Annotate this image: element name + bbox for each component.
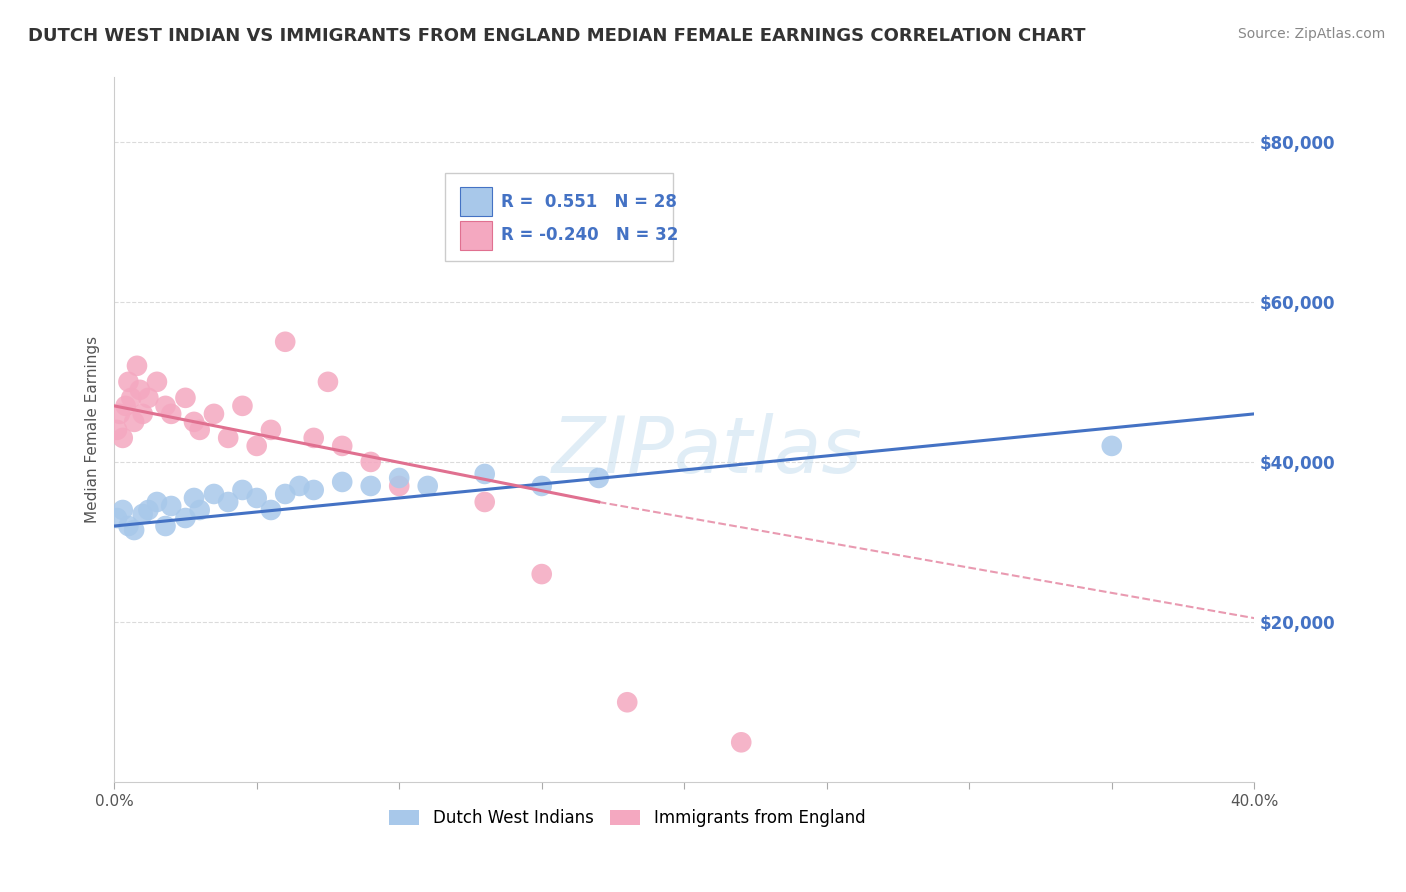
Point (120, 391, 142, 405)
Point (105, 423, 128, 437)
Point (122, 415, 145, 429)
Point (174, 511, 197, 525)
Point (217, 431, 239, 445)
Point (416, 479, 439, 493)
Text: DUTCH WEST INDIAN VS IMMIGRANTS FROM ENGLAND MEDIAN FEMALE EARNINGS CORRELATION : DUTCH WEST INDIAN VS IMMIGRANTS FROM ENG… (28, 27, 1085, 45)
Point (122, 523, 145, 537)
Point (202, 407, 225, 421)
Point (131, 507, 153, 521)
Point (231, 483, 253, 497)
Text: R = -0.240   N = 32: R = -0.240 N = 32 (501, 227, 678, 244)
Point (360, 455, 382, 469)
Point (183, 415, 205, 429)
Point (588, 471, 610, 485)
Text: ZIPatlas: ZIPatlas (551, 413, 862, 489)
Text: R =  0.551   N = 28: R = 0.551 N = 28 (501, 193, 676, 211)
Point (160, 499, 183, 513)
Point (231, 399, 253, 413)
FancyBboxPatch shape (460, 186, 492, 216)
Point (274, 487, 297, 501)
Y-axis label: Median Female Earnings: Median Female Earnings (86, 336, 100, 524)
Point (530, 567, 553, 582)
Point (114, 399, 136, 413)
Point (131, 407, 153, 421)
Point (105, 511, 128, 525)
Point (217, 495, 239, 509)
Point (183, 491, 205, 505)
Point (302, 483, 325, 497)
Point (260, 503, 283, 517)
Point (246, 439, 269, 453)
FancyBboxPatch shape (444, 173, 673, 260)
Point (388, 471, 411, 485)
Legend: Dutch West Indians, Immigrants from England: Dutch West Indians, Immigrants from Engl… (382, 803, 872, 834)
Point (260, 423, 283, 437)
Point (360, 479, 382, 493)
Point (117, 519, 139, 533)
Point (330, 475, 353, 489)
Point (155, 399, 177, 413)
Point (188, 423, 211, 437)
Point (146, 375, 169, 389)
Point (160, 407, 183, 421)
Point (388, 479, 411, 493)
Point (125, 359, 148, 373)
Text: Source: ZipAtlas.com: Source: ZipAtlas.com (1237, 27, 1385, 41)
Point (530, 479, 553, 493)
Point (274, 334, 297, 349)
Point (202, 487, 225, 501)
Point (128, 383, 150, 397)
Point (108, 407, 131, 421)
Point (138, 391, 160, 405)
Point (616, 695, 638, 709)
Point (155, 519, 177, 533)
Point (302, 431, 325, 445)
Point (111, 431, 134, 445)
Point (246, 491, 269, 505)
Point (474, 467, 496, 481)
Point (138, 503, 160, 517)
Point (316, 375, 339, 389)
Point (474, 495, 496, 509)
Point (146, 495, 169, 509)
Point (188, 503, 211, 517)
Point (111, 503, 134, 517)
FancyBboxPatch shape (460, 220, 492, 250)
Point (330, 439, 353, 453)
Point (288, 479, 311, 493)
Point (730, 735, 752, 749)
Point (1101, 439, 1123, 453)
Point (174, 391, 197, 405)
Point (117, 375, 139, 389)
